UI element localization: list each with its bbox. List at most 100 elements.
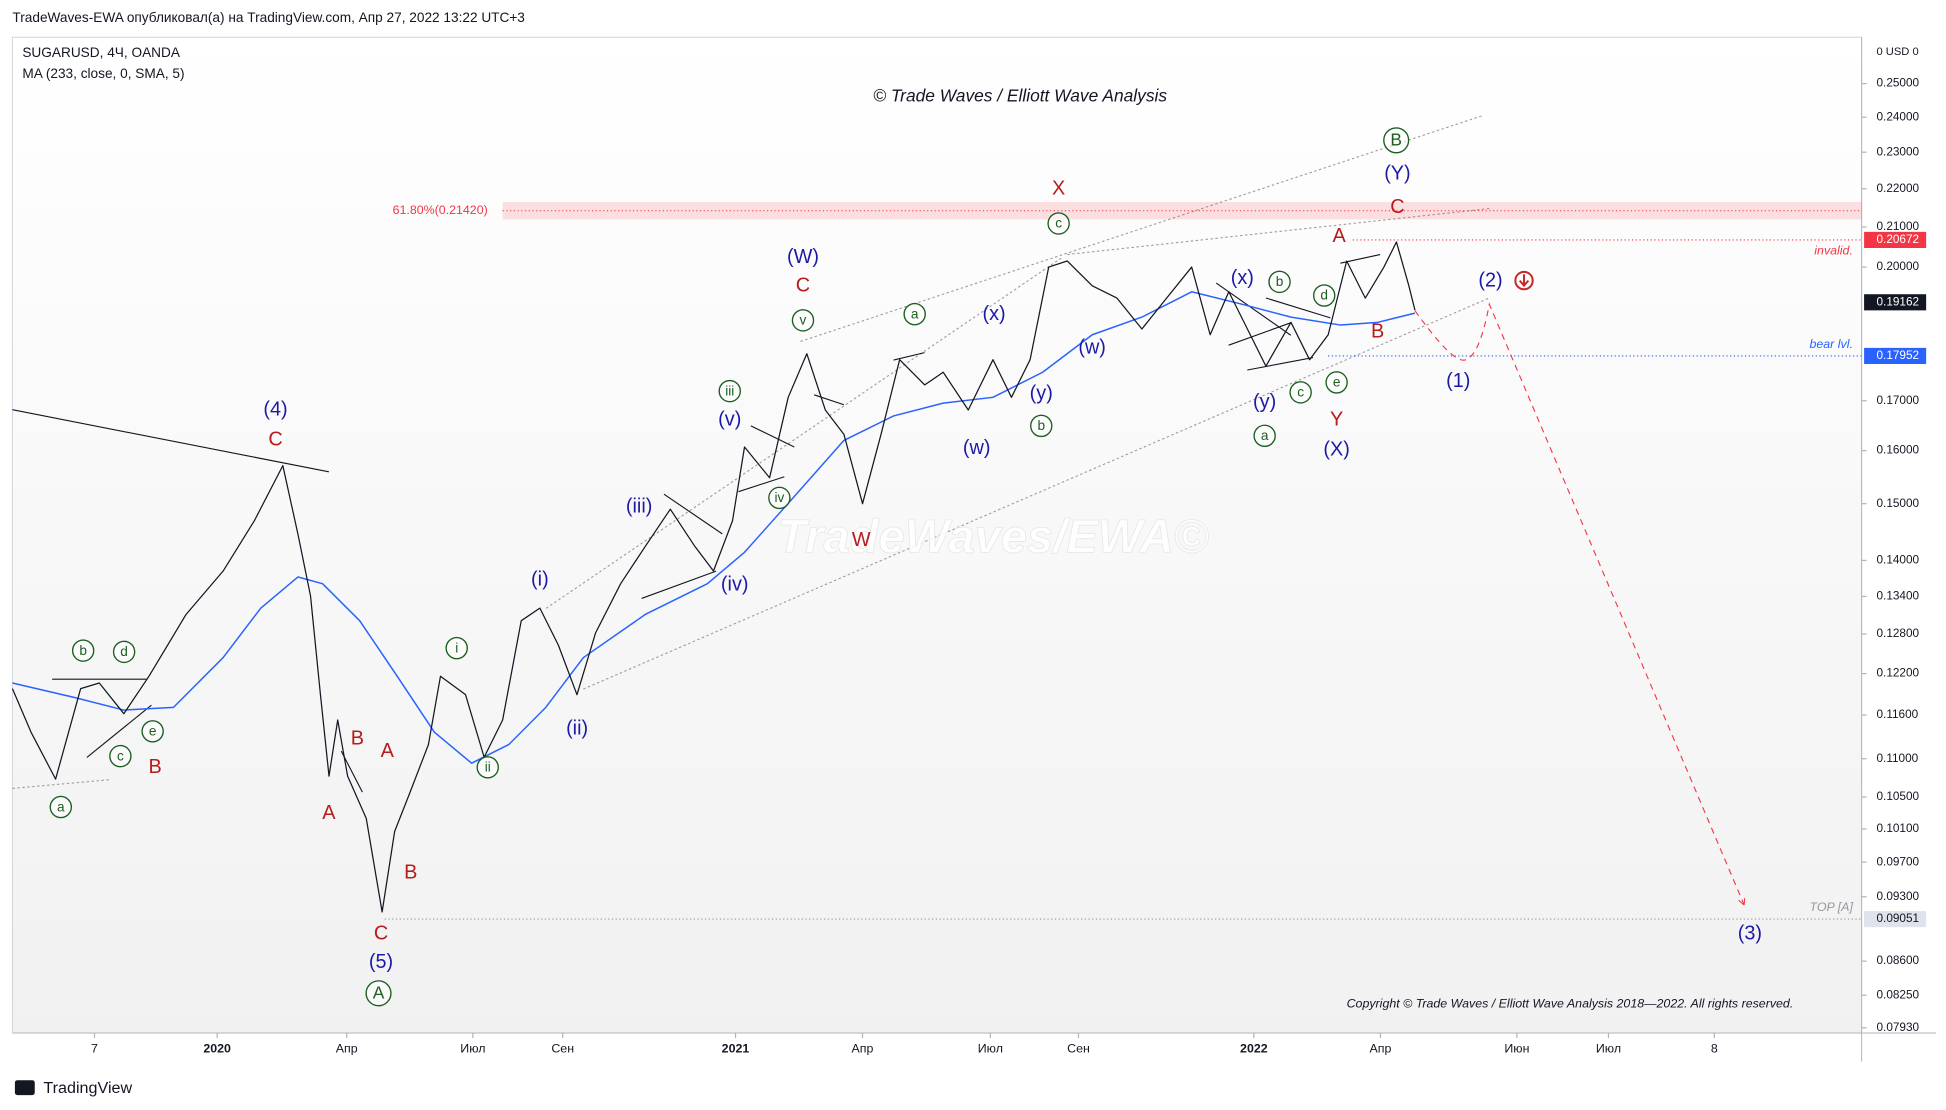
wave-label: (x) (983, 303, 1006, 325)
ma-line (12, 291, 1416, 764)
y-tick-label: 0.21000 (1876, 220, 1919, 233)
price-badge (1864, 347, 1927, 365)
y-tick-label: 0.08600 (1876, 954, 1919, 967)
price-badge-label: 0.09051 (1876, 912, 1919, 925)
y-tick-label: 0.25000 (1876, 77, 1919, 90)
wave-label: (x) (1231, 267, 1254, 289)
y-tick-label: 0.12200 (1876, 667, 1919, 680)
y-tick-label: 0.13400 (1876, 590, 1919, 603)
wave-label: b (1276, 274, 1284, 289)
wave-circle (768, 486, 791, 510)
wave-label: iv (774, 490, 784, 505)
y-tick-label: 0.14000 (1876, 554, 1919, 567)
x-tick-label: Апр (852, 1041, 874, 1055)
header: TradeWaves-EWA опубликовал(а) на Trading… (12, 10, 524, 25)
wave-label: c (1297, 385, 1304, 400)
wave-label: (v) (718, 409, 741, 431)
x-tick-label: 2020 (203, 1041, 231, 1055)
wave-label: a (1261, 428, 1269, 443)
y-tick-label: 0.08250 (1876, 988, 1919, 1001)
wave-label: Y (1330, 409, 1343, 431)
y-tick-label: 0.24000 (1876, 110, 1919, 123)
y-tick-label: 0.10100 (1876, 822, 1919, 835)
level-note: TOP [A] (1809, 900, 1853, 914)
x-tick-label: Июл (460, 1041, 485, 1055)
watermark: TradeWaves/EWA© (777, 510, 1209, 563)
wave-label: C (1390, 196, 1404, 218)
wave-circle (903, 302, 926, 326)
fib-zone (502, 202, 1862, 220)
wave-label: B (351, 728, 364, 750)
wave-label: (Y) (1384, 163, 1410, 185)
wave-circle (112, 640, 136, 664)
wave-label: (4) (263, 399, 287, 421)
x-tick-label: 7 (91, 1041, 98, 1055)
x-tick-label: Апр (336, 1041, 358, 1055)
wave-label: a (911, 306, 919, 321)
wave-label: A (381, 740, 395, 762)
wave-label: C (374, 923, 388, 945)
level-note: bear lvl. (1809, 337, 1852, 351)
wave-label: W (852, 529, 871, 551)
wave-circle (718, 379, 741, 403)
drawings (12, 114, 1743, 903)
wave-circle (109, 744, 132, 768)
footer: TradingView (43, 1079, 132, 1097)
wave-label: (X) (1323, 438, 1349, 460)
x-tick-label: Сен (1067, 1041, 1090, 1055)
price-badge-label: 0.20672 (1876, 233, 1919, 246)
y-tick-label: 0.10500 (1876, 790, 1919, 803)
wave-circle (1325, 371, 1348, 394)
currency: 0 USD 0 (1876, 46, 1918, 58)
wave-label: ii (485, 760, 491, 775)
wave-circle (791, 309, 815, 332)
chart-title: © Trade Waves / Elliott Wave Analysis (873, 85, 1167, 105)
wave-label: (i) (531, 569, 549, 591)
x-tick-label: 2022 (1240, 1041, 1268, 1055)
wave-label: C (796, 274, 810, 296)
wave-circle (1030, 414, 1053, 438)
y-tick-label: 0.20000 (1876, 260, 1919, 273)
y-tick-label: 0.11600 (1876, 708, 1918, 721)
alert-icon (1514, 270, 1534, 291)
price-line (11, 241, 1416, 913)
y-tick-label: 0.07930 (1876, 1021, 1919, 1034)
wave-label: b (1037, 418, 1045, 433)
wave-label: d (1320, 288, 1328, 303)
wave-label: (W) (787, 246, 819, 268)
x-tick-label: Сен (551, 1041, 574, 1055)
y-tick-label: 0.17000 (1876, 394, 1919, 407)
wave-circle (1312, 284, 1336, 307)
wave-circle (1268, 270, 1291, 294)
y-tick-label: 0.12800 (1876, 627, 1919, 640)
wave-circle (365, 980, 392, 1007)
wave-label: (2) (1478, 269, 1502, 291)
wave-label: e (1333, 375, 1341, 390)
wave-label: (iv) (721, 574, 749, 596)
wave-label: C (268, 428, 282, 450)
wave-label: d (120, 644, 128, 659)
price-badge-label: 0.17952 (1876, 349, 1919, 362)
x-tick-label: Апр (1369, 1041, 1391, 1055)
wave-circle (1253, 424, 1276, 448)
wave-label: B (1390, 130, 1402, 150)
wave-label: e (149, 724, 157, 739)
wave-label: X (1052, 178, 1065, 200)
wave-label: i (455, 640, 458, 655)
indicator: MA (233, close, 0, SMA, 5) (22, 66, 184, 81)
wave-circle (49, 795, 73, 819)
y-tick-label: 0.22000 (1876, 182, 1919, 195)
wave-label: (ii) (566, 718, 588, 740)
wave-label: a (57, 799, 65, 814)
wave-label: c (117, 748, 124, 763)
wave-label: iii (725, 383, 734, 398)
wave-label: A (373, 983, 385, 1003)
wave-label: (3) (1738, 923, 1762, 945)
x-tick-label: 2021 (722, 1041, 750, 1055)
y-tick-label: 0.09700 (1876, 855, 1919, 868)
x-tick-label: Июл (1596, 1041, 1621, 1055)
y-tick-label: 0.23000 (1876, 145, 1919, 158)
wave-label: B (404, 862, 417, 884)
